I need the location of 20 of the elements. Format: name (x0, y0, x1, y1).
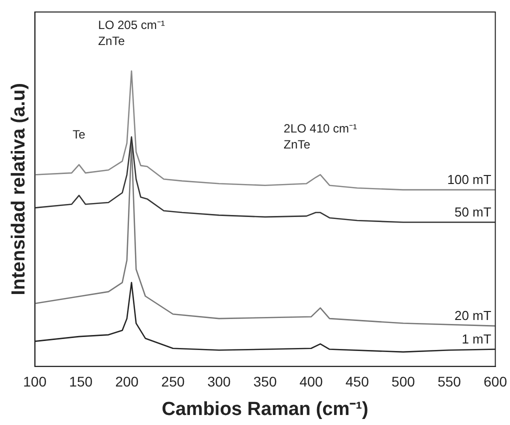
y-axis-title: Intensidad relativa (a.u) (8, 83, 30, 296)
annotation: LO 205 cm⁻¹ ZnTe (98, 18, 165, 48)
annotation: Te (72, 128, 86, 142)
x-tick-label: 550 (438, 374, 462, 390)
x-tick-label: 150 (69, 374, 93, 390)
x-tick-label: 100 (23, 374, 47, 390)
x-tick-label: 350 (253, 374, 277, 390)
x-tick-label: 500 (392, 374, 416, 390)
x-axis-title: Cambios Raman (cm⁻¹) (162, 398, 368, 420)
x-tick-label: 450 (345, 374, 370, 390)
series-label: 50 mT (454, 204, 492, 220)
series-label: 1 mT (462, 331, 492, 346)
series-label: 100 mT (447, 172, 492, 187)
x-tick-label: 200 (115, 374, 139, 390)
x-tick-label: 300 (207, 374, 231, 390)
x-tick-label: 600 (484, 374, 508, 390)
x-tick-label: 400 (299, 374, 324, 390)
series-label: 20 mT (454, 308, 492, 324)
annotation: 2LO 410 cm⁻¹ ZnTe (284, 122, 358, 152)
x-tick-label: 250 (161, 374, 185, 390)
